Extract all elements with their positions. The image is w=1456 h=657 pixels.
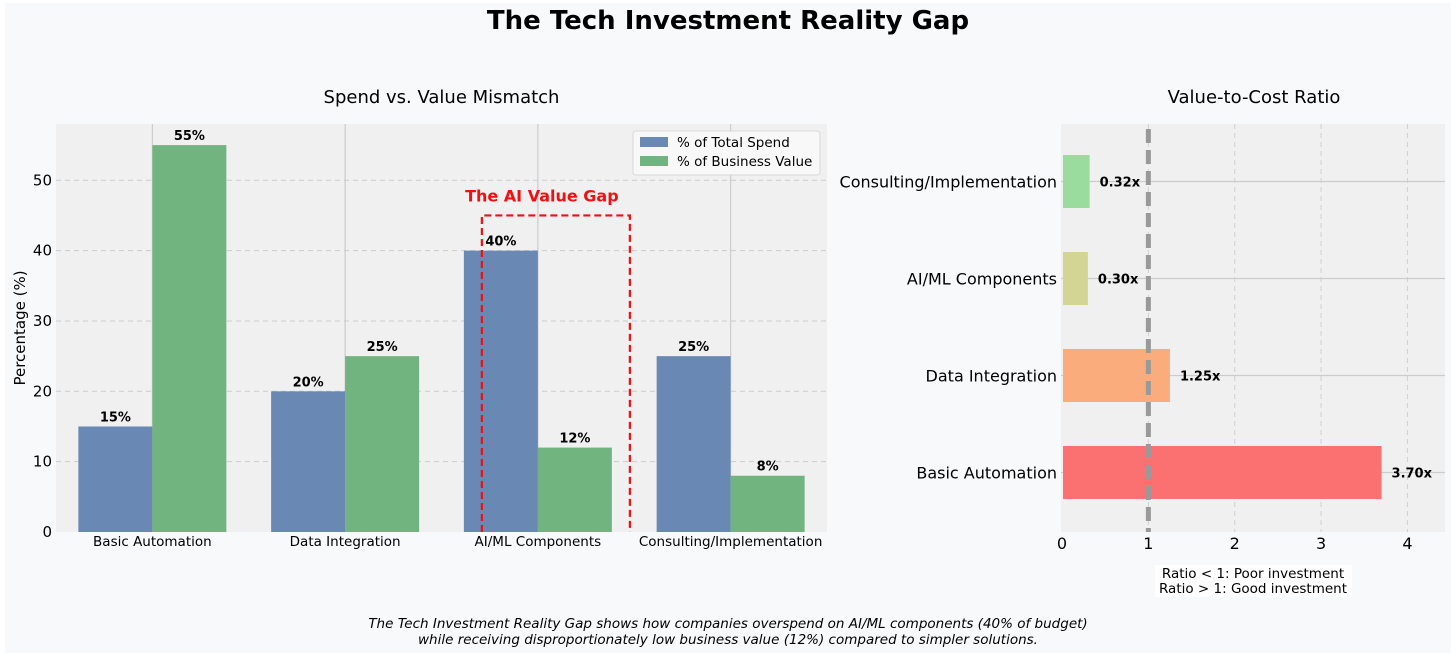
ai-gap-annotation: The AI Value Gap (465, 186, 619, 205)
caption-line-2: while receiving disproportionately low b… (418, 632, 1038, 648)
y-tick-label-right-ai-ml-components: AI/ML Components (907, 270, 1057, 289)
ratio-bar-consulting-implementation (1063, 155, 1090, 208)
ratio-label-basic-automation: 3.70x (1392, 467, 1433, 482)
x-tick-label-right-1: 1 (1143, 534, 1153, 553)
y-axis-label: Percentage (%) (11, 270, 29, 385)
bar-of-total-spend-basic-automation (78, 426, 153, 532)
ratio-note-box (1155, 565, 1352, 597)
bar-label-of-business-value-ai-ml-components: 12% (559, 432, 590, 447)
ai-gap-highlight-box (480, 214, 631, 532)
bar-of-total-spend-ai-ml-components (463, 250, 538, 532)
caption-line-1: The Tech Investment Reality Gap shows ho… (368, 616, 1088, 632)
ratio-note-line-2: Ratio > 1: Good investment (1159, 581, 1347, 597)
ratio-label-consulting-implementation: 0.32x (1100, 176, 1141, 191)
y-tick-label-10: 10 (33, 453, 52, 471)
legend-left: % of Total Spend % of Business Value (632, 130, 821, 176)
x-tick-label-right-4: 4 (1402, 534, 1412, 553)
x-tick-label-right-0: 0 (1057, 534, 1067, 553)
bar-of-business-value-consulting-implementation (730, 475, 805, 532)
ratio-bar-basic-automation (1063, 446, 1382, 499)
y-tick-label-40: 40 (33, 242, 52, 260)
ratio-bar-data-integration (1063, 349, 1170, 402)
y-tick-label-right-data-integration: Data Integration (926, 367, 1057, 386)
x-tick-label-consulting-implementation: Consulting/Implementation (639, 534, 823, 550)
y-tick-label-50: 50 (33, 171, 52, 189)
bar-label-of-business-value-data-integration: 25% (367, 340, 398, 355)
x-tick-label-ai-ml-components: AI/ML Components (475, 534, 602, 550)
left-chart-title: Spend vs. Value Mismatch (324, 87, 560, 108)
y-tick-label-right-consulting-implementation: Consulting/Implementation (840, 173, 1057, 192)
y-tick-label-0: 0 (42, 523, 52, 541)
bar-label-of-total-spend-consulting-implementation: 25% (678, 340, 709, 355)
x-tick-label-basic-automation: Basic Automation (93, 534, 212, 550)
legend-swatch-of-business-value (640, 156, 668, 166)
page-title: The Tech Investment Reality Gap (486, 6, 970, 36)
ratio-note-line-1: Ratio < 1: Poor investment (1162, 566, 1344, 582)
caption: The Tech Investment Reality Gap shows ho… (0, 616, 1456, 648)
ratio-bar-ai-ml-components (1063, 252, 1088, 305)
legend-label-of-total-spend: % of Total Spend (677, 135, 790, 151)
bar-of-total-spend-consulting-implementation (656, 356, 731, 532)
bar-label-of-total-spend-data-integration: 20% (293, 375, 324, 390)
bar-of-business-value-ai-ml-components (537, 447, 612, 532)
bar-of-total-spend-data-integration (271, 391, 346, 532)
ratio-label-data-integration: 1.25x (1180, 370, 1221, 385)
bar-label-of-business-value-basic-automation: 55% (174, 129, 205, 144)
legend-frame (632, 130, 821, 176)
bar-label-of-total-spend-basic-automation: 15% (100, 410, 131, 425)
bar-label-of-total-spend-ai-ml-components: 40% (485, 235, 516, 250)
y-tick-label-30: 30 (33, 312, 52, 330)
ratio-label-ai-ml-components: 0.30x (1098, 273, 1139, 288)
bar-label-of-business-value-consulting-implementation: 8% (757, 460, 779, 475)
bar-of-business-value-data-integration (345, 356, 420, 532)
y-tick-label-right-basic-automation: Basic Automation (916, 464, 1057, 483)
y-tick-label-20: 20 (33, 382, 52, 400)
x-tick-label-right-2: 2 (1230, 534, 1240, 553)
legend-swatch-of-total-spend (640, 137, 668, 147)
right-chart-title: Value-to-Cost Ratio (1168, 87, 1341, 108)
legend-label-of-business-value: % of Business Value (677, 154, 812, 170)
x-tick-label-data-integration: Data Integration (290, 534, 401, 550)
bar-of-business-value-basic-automation (152, 145, 227, 532)
x-tick-label-right-3: 3 (1316, 534, 1326, 553)
